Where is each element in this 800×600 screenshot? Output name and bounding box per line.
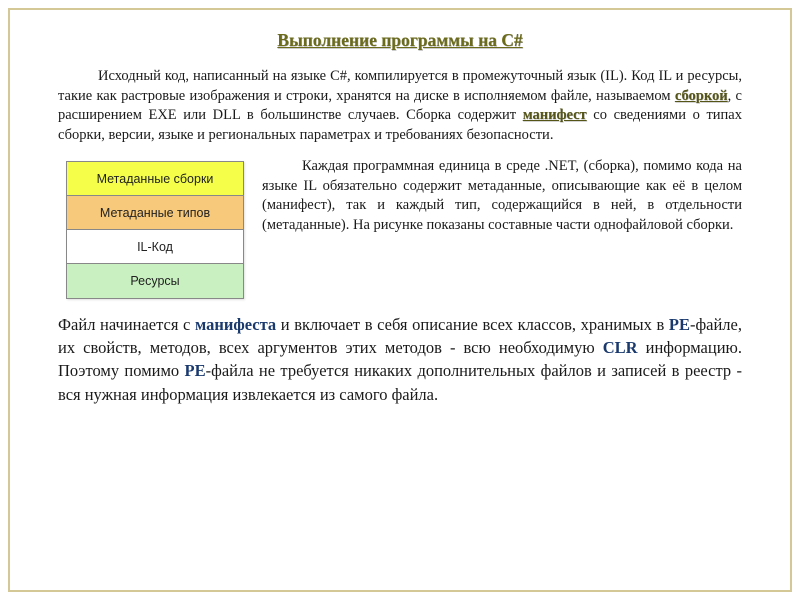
para3-s2: и включает в себя описание всех классов,… bbox=[276, 315, 669, 334]
assembly-diagram: Метаданные сборки Метаданные типов IL-Ко… bbox=[66, 161, 244, 299]
keyword-assembly: сборкой bbox=[675, 88, 728, 104]
keyword-pe-2: PE bbox=[185, 361, 206, 380]
keyword-manifest-2: манифеста bbox=[195, 315, 276, 334]
keyword-manifest: манифест bbox=[523, 107, 587, 123]
paragraph-bottom: Файл начинается с манифеста и включает в… bbox=[58, 313, 742, 405]
middle-section: Метаданные сборки Метаданные типов IL-Ко… bbox=[58, 157, 742, 299]
diagram-row-il-code: IL-Код bbox=[67, 230, 243, 264]
keyword-pe-1: PE bbox=[669, 315, 690, 334]
para1-text-pre: Исходный код, написанный на языке C#, ко… bbox=[58, 68, 742, 104]
page-frame: Выполнение программы на C# Исходный код,… bbox=[8, 8, 792, 592]
paragraph-intro: Исходный код, написанный на языке C#, ко… bbox=[58, 67, 742, 145]
paragraph-middle: Каждая программная единица в среде .NET,… bbox=[262, 157, 742, 235]
diagram-row-metadata-types: Метаданные типов bbox=[67, 196, 243, 230]
keyword-clr: CLR bbox=[603, 338, 638, 357]
page-title: Выполнение программы на C# bbox=[58, 30, 742, 51]
para3-s1: Файл начинается с bbox=[58, 315, 195, 334]
page-content: Выполнение программы на C# Исходный код,… bbox=[10, 10, 790, 426]
diagram-row-resources: Ресурсы bbox=[67, 264, 243, 298]
diagram-row-metadata-assembly: Метаданные сборки bbox=[67, 162, 243, 196]
